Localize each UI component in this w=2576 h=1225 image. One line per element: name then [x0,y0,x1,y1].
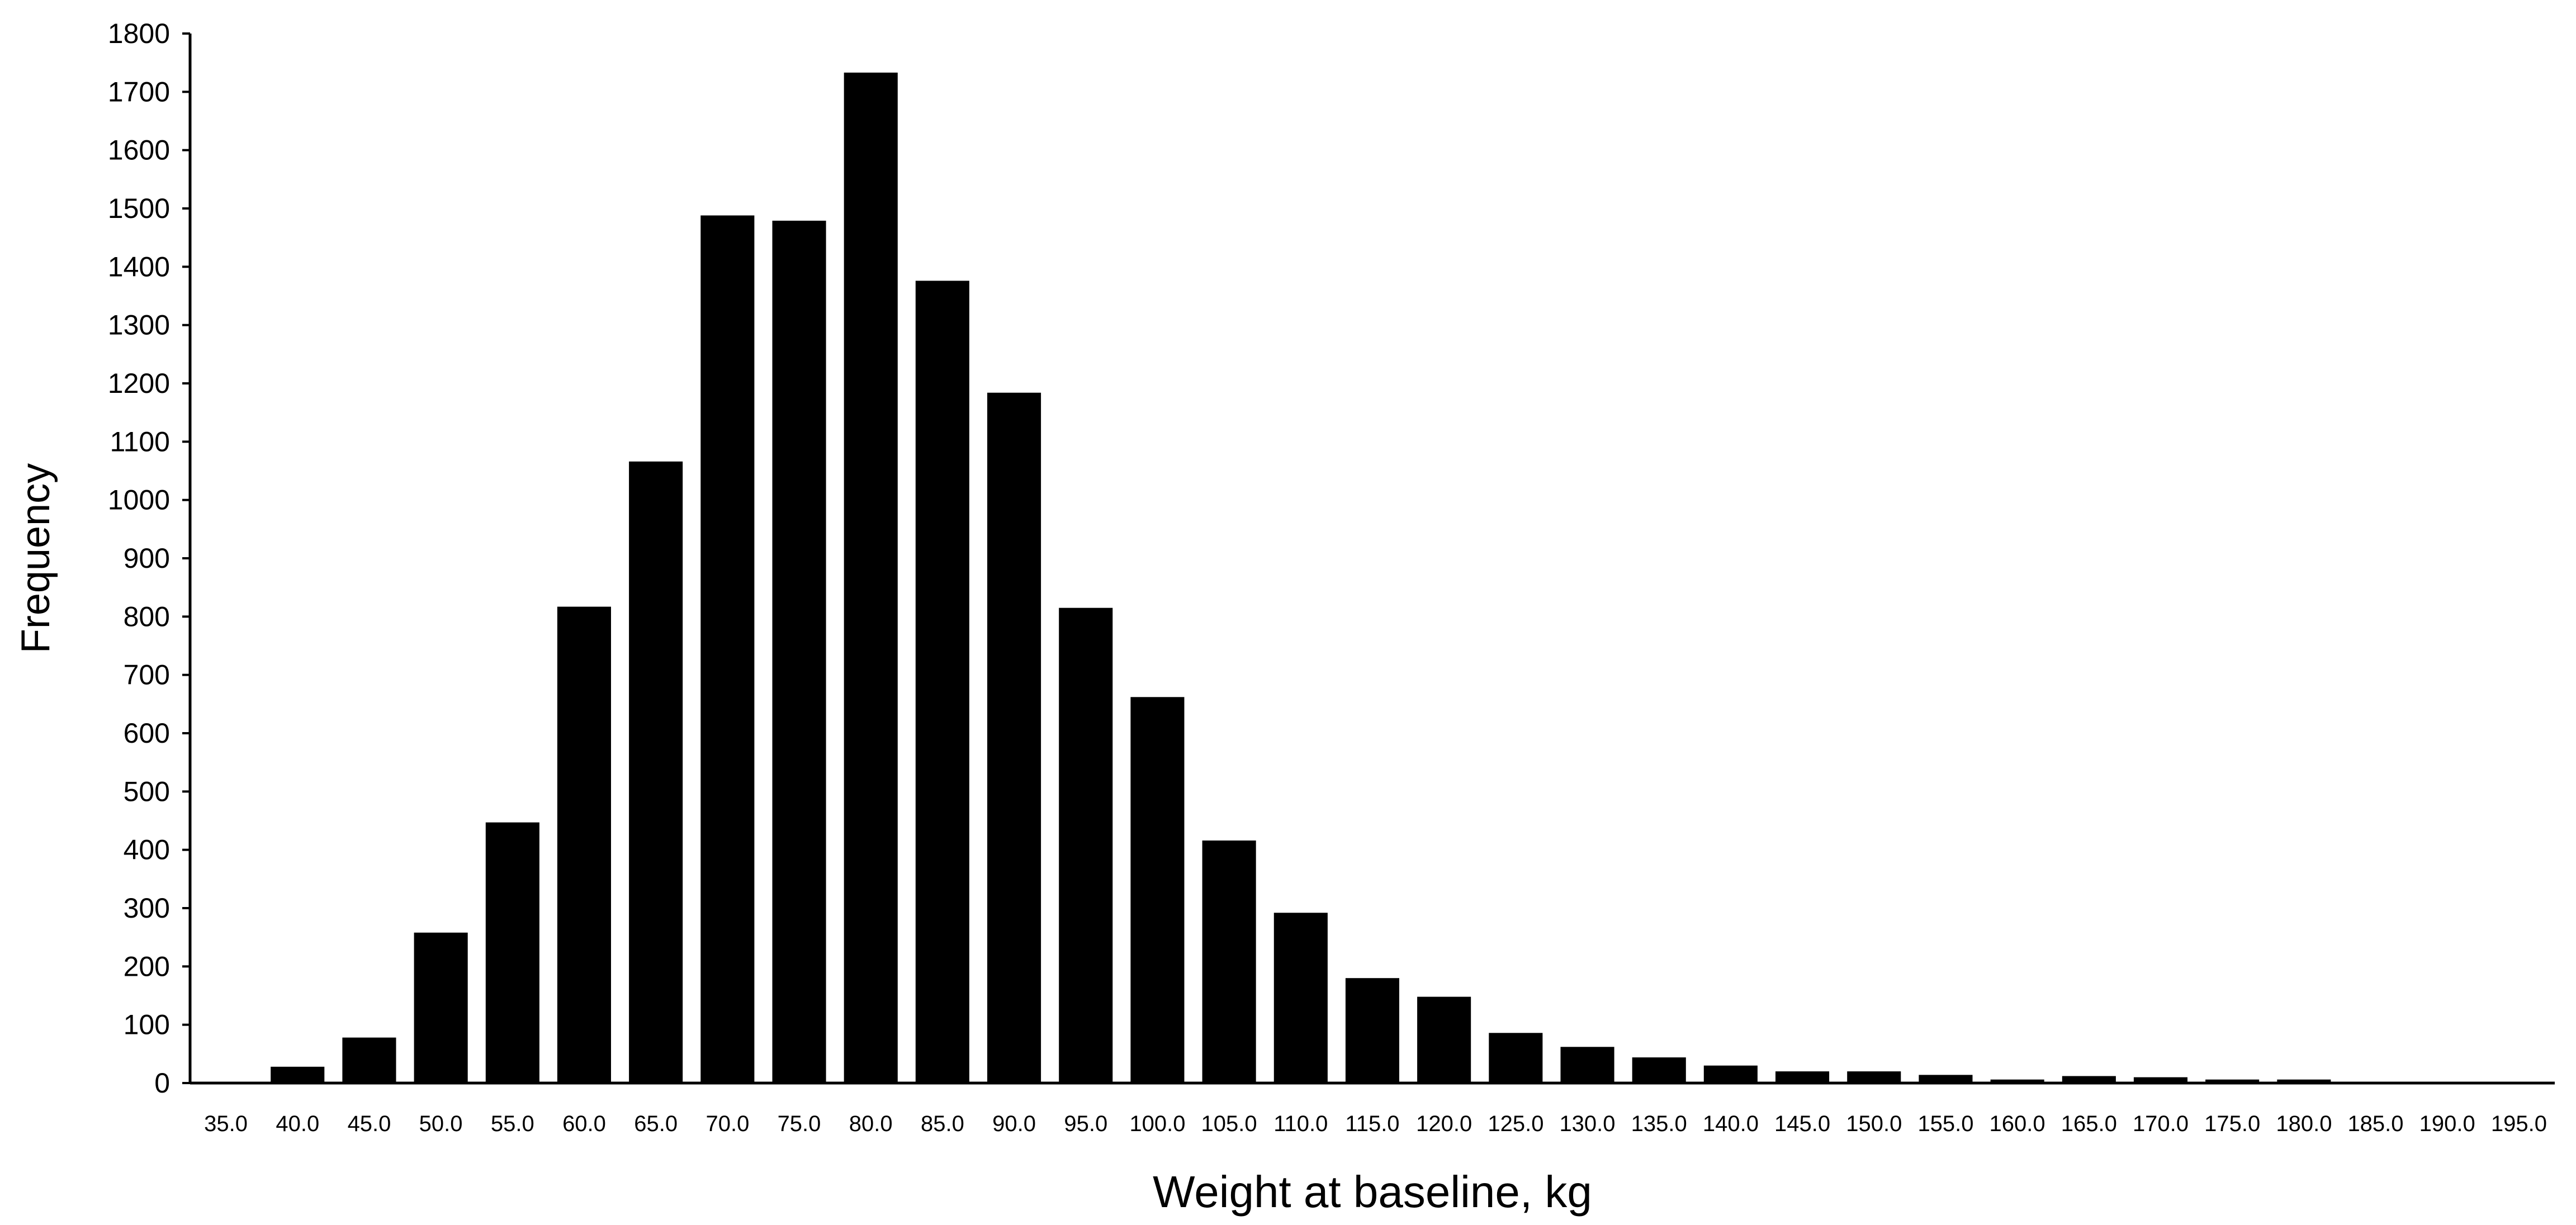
y-tick-label: 800 [124,601,170,632]
x-tick-label: 80.0 [849,1112,893,1136]
y-tick-label: 1000 [108,485,170,516]
x-tick-label: 185.0 [2347,1112,2403,1136]
bar-100.0 [1130,697,1185,1083]
x-tick-label: 155.0 [1917,1112,1973,1136]
y-tick-label: 1200 [108,368,170,399]
x-tick-label: 55.0 [491,1112,534,1136]
bar-75.0 [772,220,826,1083]
y-tick-label: 1400 [108,251,170,282]
bar-90.0 [987,392,1041,1084]
y-tick-label: 0 [154,1067,170,1099]
x-tick-label: 110.0 [1273,1112,1328,1136]
y-tick-label: 1500 [108,193,170,224]
x-tick-label: 195.0 [2491,1112,2547,1136]
bars-group [271,72,2331,1084]
x-tick-label: 45.0 [348,1112,391,1136]
bar-65.0 [629,461,683,1083]
bar-105.0 [1202,841,1256,1083]
x-tick-label: 135.0 [1631,1112,1687,1136]
bar-55.0 [485,822,539,1083]
bar-140.0 [1703,1065,1758,1083]
y-tick-label: 1800 [108,18,170,49]
x-tick-label: 90.0 [992,1112,1036,1136]
bar-45.0 [342,1037,396,1083]
x-tick-label: 85.0 [921,1112,964,1136]
y-tick-label: 300 [124,892,170,924]
x-tick-label: 190.0 [2419,1112,2475,1136]
x-axis-ticks: 35.0 40.0 45.0 50.0 55.0 60.0 65.0 70.0 75.0 80.0… [204,1112,2547,1136]
bar-40.0 [271,1066,325,1083]
bar-170.0 [2133,1077,2187,1083]
bar-80.0 [844,72,898,1083]
x-tick-label: 50.0 [419,1112,463,1136]
bar-125.0 [1489,1033,1543,1083]
bar-85.0 [915,281,969,1083]
bar-110.0 [1273,913,1328,1083]
bar-180.0 [2277,1079,2331,1083]
x-tick-label: 120.0 [1416,1112,1472,1136]
y-tick-label: 100 [124,1009,170,1041]
x-tick-label: 130.0 [1559,1112,1615,1136]
bar-130.0 [1560,1047,1614,1083]
x-tick-label: 115.0 [1345,1112,1399,1136]
y-tick-label: 1700 [108,76,170,107]
x-tick-label: 180.0 [2276,1112,2332,1136]
y-tick-label: 1100 [110,426,170,457]
x-tick-label: 70.0 [705,1112,749,1136]
x-tick-label: 160.0 [1990,1112,2045,1136]
x-tick-label: 175.0 [2204,1112,2260,1136]
x-tick-label: 145.0 [1774,1112,1830,1136]
bar-95.0 [1059,607,1113,1083]
bar-70.0 [700,215,755,1083]
y-tick-label: 200 [124,951,170,982]
y-tick-label: 400 [124,834,170,866]
bar-135.0 [1632,1057,1686,1083]
bar-165.0 [2062,1076,2116,1083]
bar-150.0 [1847,1071,1901,1083]
y-tick-label: 500 [124,776,170,807]
x-tick-label: 150.0 [1846,1112,1902,1136]
x-tick-label: 75.0 [778,1112,821,1136]
bar-60.0 [557,606,611,1083]
y-axis-ticks: 0 100 200 300 400 500 600 700 800 900 1000 1100 1200… [108,18,190,1099]
x-tick-label: 170.0 [2133,1112,2189,1136]
x-tick-label: 95.0 [1064,1112,1107,1136]
bar-155.0 [1919,1075,1973,1083]
y-tick-label: 700 [124,659,170,691]
x-tick-label: 40.0 [276,1112,319,1136]
bar-50.0 [414,932,468,1083]
y-axis-title: Frequency [13,463,58,653]
x-tick-label: 165.0 [2061,1112,2117,1136]
bar-175.0 [2205,1079,2260,1083]
x-tick-label: 100.0 [1129,1112,1185,1136]
y-tick-label: 1600 [108,135,170,166]
x-tick-label: 60.0 [562,1112,606,1136]
x-tick-label: 65.0 [634,1112,678,1136]
bar-145.0 [1775,1071,1830,1083]
y-tick-label: 900 [124,543,170,574]
y-tick-label: 1300 [108,310,170,341]
bar-115.0 [1345,978,1399,1083]
bar-160.0 [1990,1079,2044,1083]
y-tick-label: 600 [124,718,170,749]
x-tick-label: 140.0 [1703,1112,1759,1136]
bar-120.0 [1417,996,1471,1083]
x-tick-label: 35.0 [204,1112,248,1136]
x-tick-label: 125.0 [1488,1112,1543,1136]
x-tick-label: 105.0 [1201,1112,1257,1136]
x-axis-title: Weight at baseline, kg [1153,1167,1592,1217]
